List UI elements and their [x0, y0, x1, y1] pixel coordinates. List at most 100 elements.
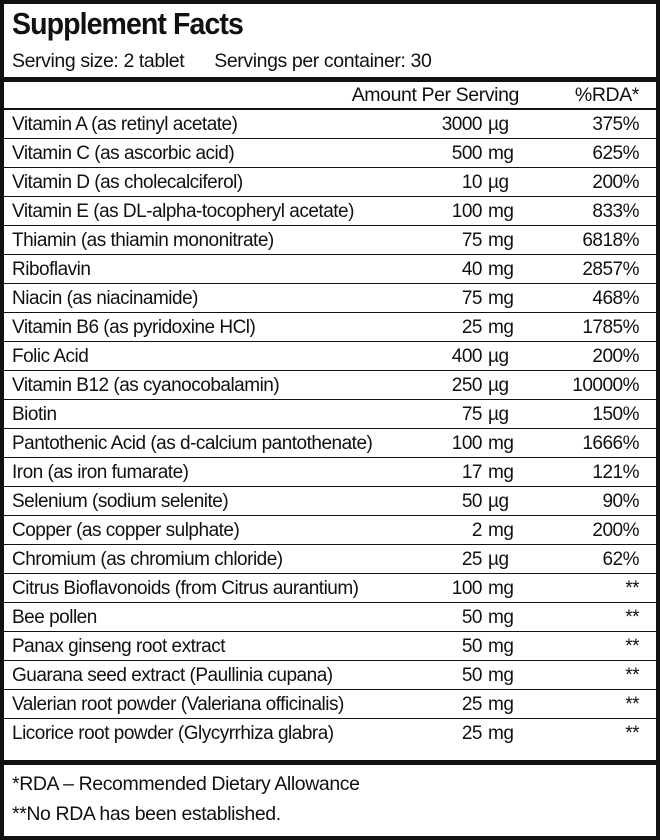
amount-unit: mg [488, 230, 514, 251]
amount-unit: µg [488, 375, 509, 396]
table-row: Vitamin A (as retinyl acetate) 3000 µg 375% [4, 110, 656, 139]
amount-unit: mg [488, 201, 514, 222]
rda-percent: ** [625, 694, 639, 715]
rda-percent: 10000% [572, 375, 639, 396]
amount-value: 100 [451, 201, 483, 222]
thick-divider [4, 77, 656, 82]
table-row: Folic Acid 400 µg 200% [4, 342, 656, 371]
nutrient-name: Chromium (as chromium chloride) [12, 549, 283, 570]
nutrient-name: Selenium (sodium selenite) [12, 491, 229, 512]
table-row: Pantothenic Acid (as d-calcium pantothen… [4, 429, 656, 458]
nutrient-name: Riboflavin [12, 259, 91, 280]
nutrient-name: Citrus Bioflavonoids (from Citrus aurant… [12, 578, 359, 599]
rda-percent: ** [625, 578, 639, 599]
rda-percent: 200% [592, 346, 639, 367]
amount-value: 100 [451, 578, 483, 599]
rda-percent: 1785% [582, 317, 639, 338]
amount-unit: µg [488, 114, 509, 135]
amount-unit: mg [488, 433, 514, 454]
table-row: Vitamin B12 (as cyanocobalamin) 250 µg 1000… [4, 371, 656, 400]
table-row: Vitamin E (as DL-alpha-tocopheryl acetat… [4, 197, 656, 226]
amount-value: 50 [461, 636, 483, 657]
rda-percent: ** [625, 723, 639, 744]
amount-unit: mg [488, 259, 514, 280]
nutrient-name: Vitamin E (as DL-alpha-tocopheryl acetat… [12, 201, 354, 222]
rda-percent: 1666% [582, 433, 639, 454]
amount-value: 75 [461, 404, 483, 425]
amount-unit: mg [488, 665, 514, 686]
table-row: Vitamin D (as cholecalciferol) 10 µg 200% [4, 168, 656, 197]
table-row: Thiamin (as thiamin mononitrate) 75 mg 6818… [4, 226, 656, 255]
amount-value: 400 [451, 346, 483, 367]
rda-percent: 150% [592, 404, 639, 425]
nutrient-name: Folic Acid [12, 346, 89, 367]
rda-percent: 90% [602, 491, 639, 512]
amount-value: 50 [461, 491, 483, 512]
table-row: Niacin (as niacinamide) 75 mg 468% [4, 284, 656, 313]
amount-value: 2 [471, 520, 483, 541]
amount-unit: mg [488, 694, 514, 715]
table-row: Selenium (sodium selenite) 50 µg 90% [4, 487, 656, 516]
serving-size: Serving size: 2 tablet [12, 50, 185, 72]
amount-unit: mg [488, 607, 514, 628]
table-row: Copper (as copper sulphate) 2 mg 200% [4, 516, 656, 545]
nutrient-name: Vitamin A (as retinyl acetate) [12, 114, 238, 135]
table-row: Citrus Bioflavonoids (from Citrus aurant… [4, 574, 656, 603]
nutrient-name: Iron (as iron fumarate) [12, 462, 189, 483]
amount-value: 50 [461, 665, 483, 686]
footnote-no-rda: **No RDA has been established. [12, 803, 281, 825]
amount-value: 75 [461, 230, 483, 251]
table-row: Chromium (as chromium chloride) 25 µg 62% [4, 545, 656, 574]
rda-percent: ** [625, 607, 639, 628]
amount-unit: mg [488, 723, 514, 744]
amount-unit: mg [488, 636, 514, 657]
rda-percent: 468% [592, 288, 639, 309]
nutrient-name: Copper (as copper sulphate) [12, 520, 240, 541]
amount-value: 500 [451, 143, 483, 164]
amount-value: 25 [461, 723, 483, 744]
nutrient-name: Niacin (as niacinamide) [12, 288, 198, 309]
rda-percent: 375% [592, 114, 639, 135]
amount-value: 40 [461, 259, 483, 280]
rda-percent: 200% [592, 172, 639, 193]
table-row: Riboflavin 40 mg 2857% [4, 255, 656, 284]
nutrient-name: Vitamin C (as ascorbic acid) [12, 143, 235, 164]
amount-value: 250 [451, 375, 483, 396]
nutrient-name: Pantothenic Acid (as d-calcium pantothen… [12, 433, 373, 454]
table-row: Bee pollen 50 mg ** [4, 603, 656, 632]
rda-percent: 833% [592, 201, 639, 222]
nutrient-name: Bee pollen [12, 607, 97, 628]
amount-unit: µg [488, 549, 509, 570]
table-row: Valerian root powder (Valeriana officina… [4, 690, 656, 719]
rda-percent: ** [625, 636, 639, 657]
serving-info: Serving size: 2 tablet Servings per conta… [12, 50, 461, 73]
rda-percent: 200% [592, 520, 639, 541]
nutrient-name: Biotin [12, 404, 57, 425]
nutrient-table: Vitamin A (as retinyl acetate) 3000 µg 375%… [4, 110, 656, 747]
nutrient-name: Valerian root powder (Valeriana officina… [12, 694, 344, 715]
amount-unit: µg [488, 404, 509, 425]
nutrient-name: Vitamin D (as cholecalciferol) [12, 172, 243, 193]
nutrient-name: Vitamin B12 (as cyanocobalamin) [12, 375, 280, 396]
table-row: Licorice root powder (Glycyrrhiza glabra… [4, 719, 656, 747]
amount-unit: mg [488, 317, 514, 338]
amount-unit: mg [488, 143, 514, 164]
table-row: Guarana seed extract (Paullinia cupana) 5… [4, 661, 656, 690]
amount-value: 100 [451, 433, 483, 454]
amount-value: 50 [461, 607, 483, 628]
nutrient-name: Guarana seed extract (Paullinia cupana) [12, 665, 333, 686]
amount-value: 75 [461, 288, 483, 309]
nutrient-name: Licorice root powder (Glycyrrhiza glabra… [12, 723, 334, 744]
nutrient-name: Vitamin B6 (as pyridoxine HCl) [12, 317, 256, 338]
nutrient-name: Thiamin (as thiamin mononitrate) [12, 230, 274, 251]
amount-value: 10 [461, 172, 483, 193]
amount-header: Amount Per Serving [351, 84, 520, 106]
amount-value: 3000 [441, 114, 483, 135]
rda-percent: 121% [592, 462, 639, 483]
amount-value: 25 [461, 549, 483, 570]
amount-value: 25 [461, 317, 483, 338]
amount-unit: µg [488, 172, 509, 193]
rda-percent: 2857% [582, 259, 639, 280]
amount-value: 25 [461, 694, 483, 715]
